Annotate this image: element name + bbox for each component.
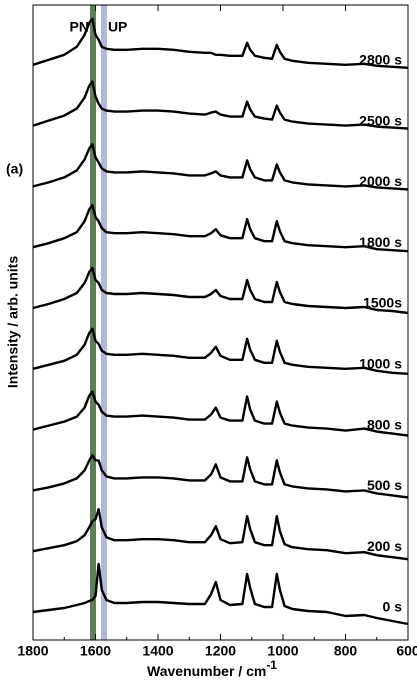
- y-axis-title: Intensity / arb. units: [5, 256, 21, 388]
- series-label: 500 s: [367, 477, 402, 493]
- band-label: UP: [108, 19, 127, 35]
- series-label: 1800 s: [359, 234, 402, 250]
- x-tick-label: 1800: [17, 643, 48, 659]
- x-axis-title-sup: -1: [266, 658, 277, 672]
- x-tick-label: 1200: [205, 643, 236, 659]
- spectrum-line: [32, 80, 409, 130]
- band: [100, 5, 107, 640]
- x-tick-label: 1000: [267, 643, 298, 659]
- x-axis-title: Wavenumber / cm-1: [147, 658, 277, 679]
- series-label: 200 s: [367, 538, 402, 554]
- x-axis-title-main: Wavenumber / cm: [147, 663, 266, 679]
- x-tick-label: 800: [334, 643, 358, 659]
- spectrum-line: [32, 390, 409, 437]
- spectrum-line: [32, 508, 409, 561]
- series-label: 1500s: [363, 295, 402, 311]
- x-tick-label: 600: [396, 643, 417, 659]
- spectrum-line: [32, 204, 409, 253]
- panel-label: (a): [6, 161, 23, 177]
- spectrum-line: [32, 143, 409, 191]
- x-tick-label: 1400: [142, 643, 173, 659]
- spectrum-line: [32, 562, 409, 626]
- series-label: 2000 s: [359, 173, 402, 189]
- plot-frame: [32, 4, 409, 641]
- series-label: 2500 s: [359, 112, 402, 128]
- spectrum-line: [32, 266, 409, 315]
- band-label: PN: [70, 19, 89, 35]
- spectrum-line: [32, 327, 409, 375]
- x-tick-label: 1600: [80, 643, 111, 659]
- series-label: 2800 s: [359, 52, 402, 68]
- series-label: 0 s: [383, 599, 403, 615]
- spectrum-line: [32, 454, 409, 499]
- series-label: 800 s: [367, 416, 402, 432]
- spectrum-line: [32, 17, 409, 69]
- band: [90, 5, 96, 640]
- series-label: 1000 s: [359, 356, 402, 372]
